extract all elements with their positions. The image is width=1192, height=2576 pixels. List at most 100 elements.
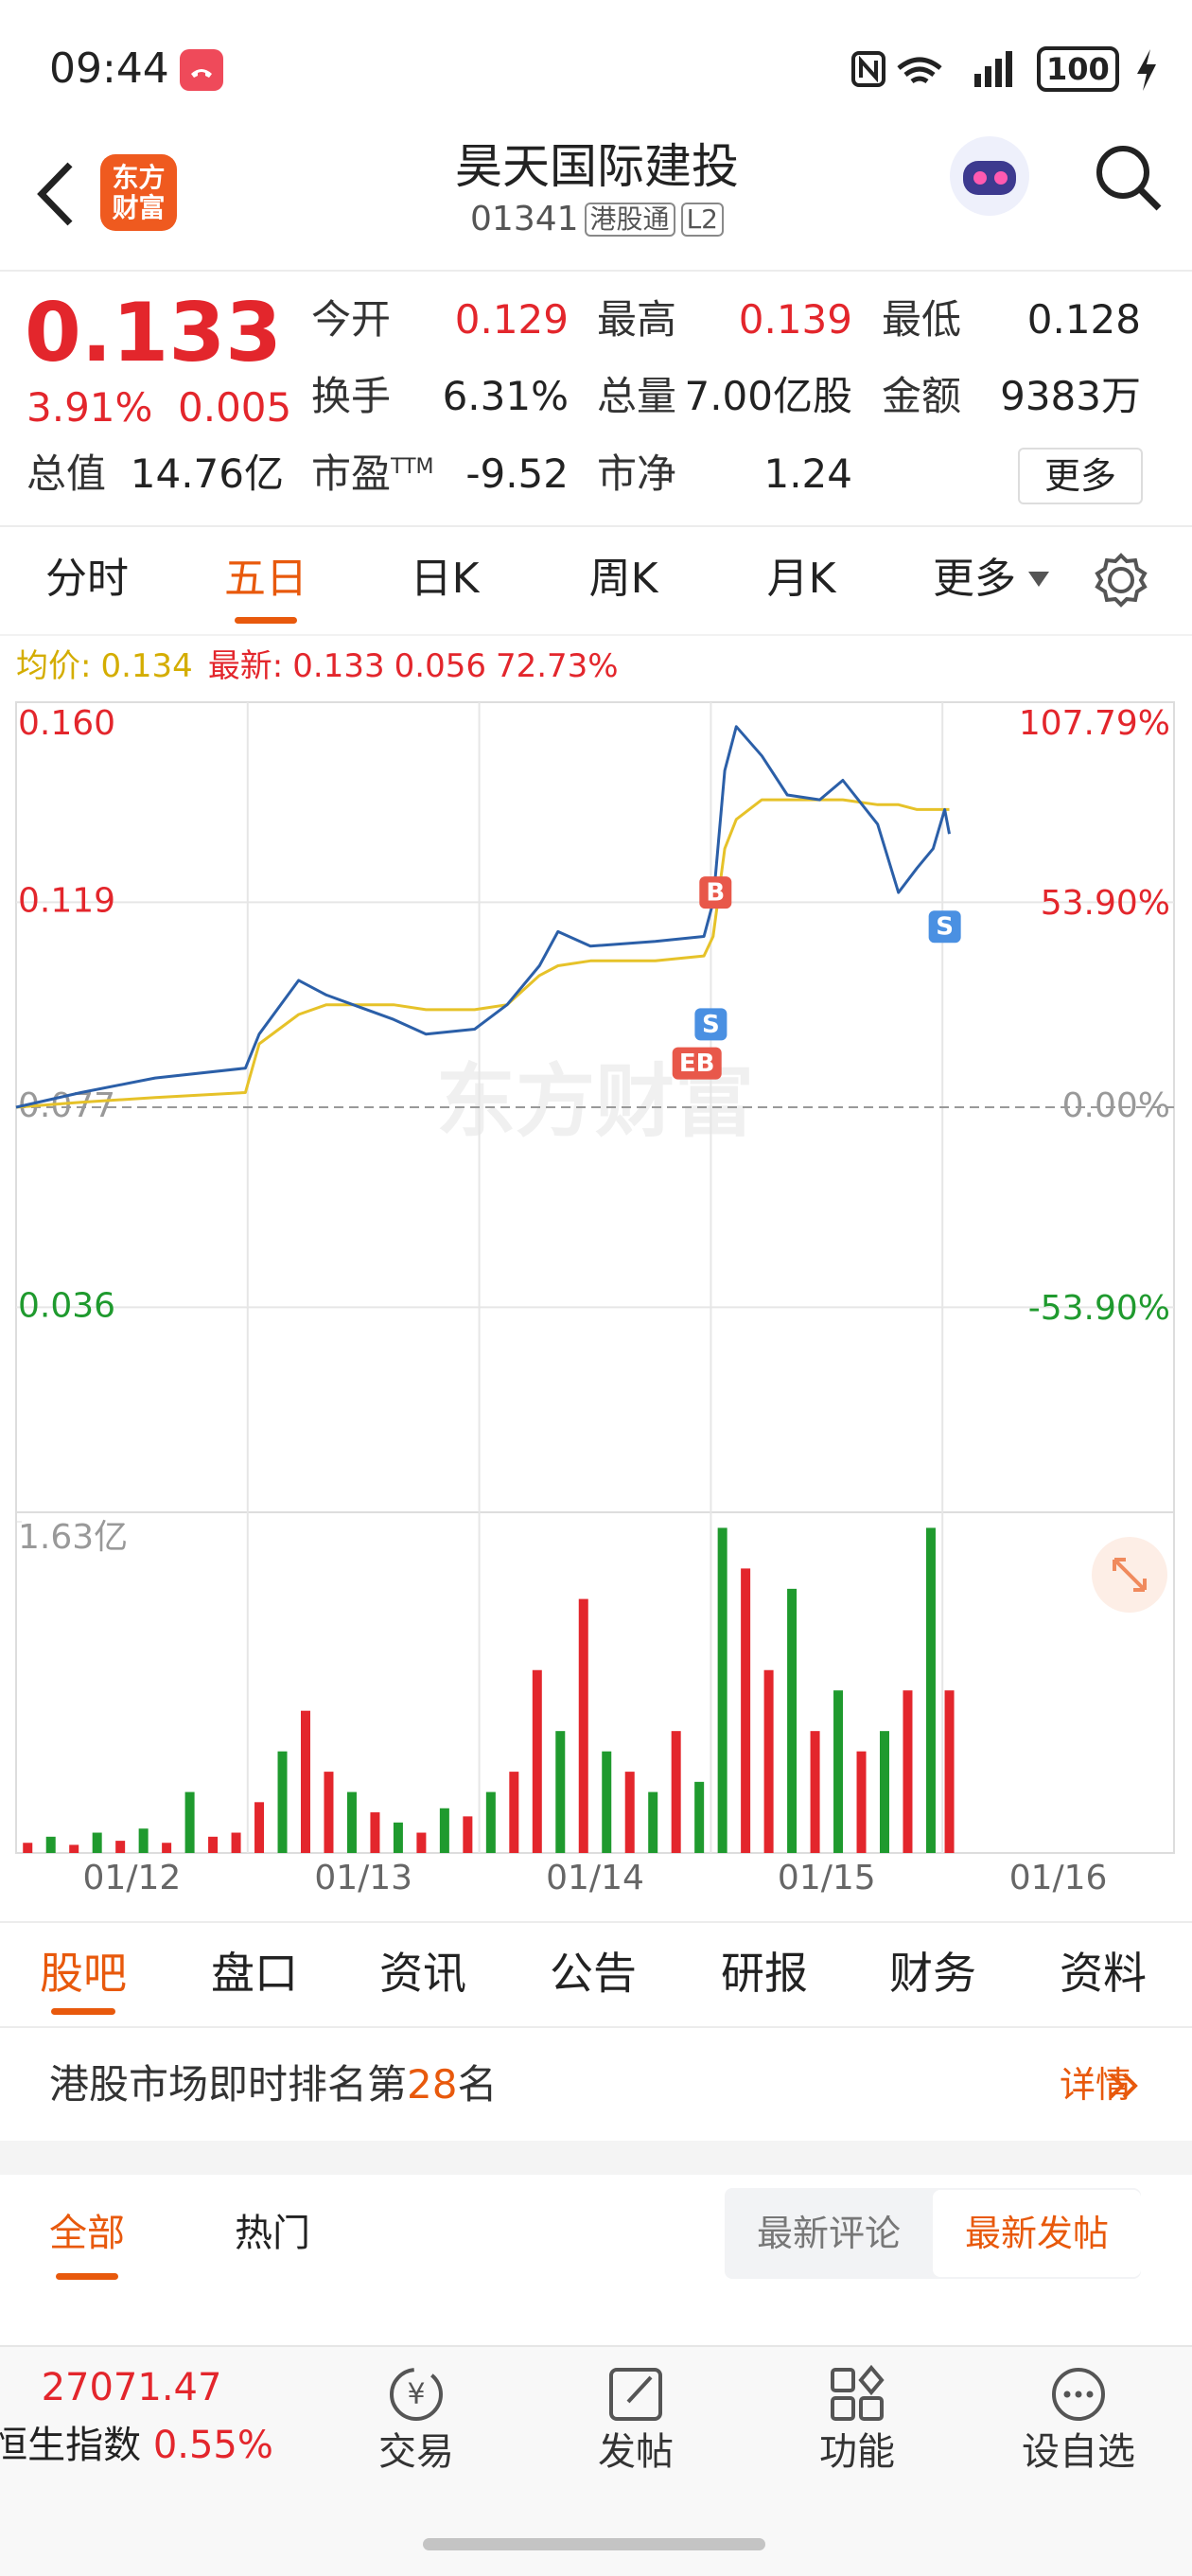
ranking-prefix: 港股市场即时排名第 bbox=[49, 2061, 408, 2108]
index-row[interactable]: 恒生指数 0.55% bbox=[0, 2426, 273, 2464]
nav-item[interactable]: 发帖 bbox=[598, 2430, 674, 2474]
ranking-suffix: 名 bbox=[457, 2061, 498, 2108]
nav-item[interactable]: 功能 bbox=[819, 2430, 895, 2474]
status-time: 09:44 bbox=[49, 44, 169, 93]
trade-marker bbox=[928, 910, 961, 944]
tab[interactable]: 热门 bbox=[235, 2212, 310, 2255]
sort-option[interactable]: 最新评论 bbox=[756, 2213, 902, 2254]
change: 0.005 bbox=[178, 384, 292, 431]
latest-change-pct: 72.73% bbox=[495, 647, 619, 685]
expand-button[interactable] bbox=[1092, 1537, 1167, 1613]
sort-option[interactable]: 最新发帖 bbox=[964, 2213, 1110, 2254]
volume-bar bbox=[162, 1843, 172, 1853]
tab[interactable]: 月K bbox=[766, 555, 836, 603]
trade-marker bbox=[672, 1047, 722, 1080]
stat-value: 0.139 bbox=[738, 296, 852, 343]
tab-underline bbox=[51, 2008, 115, 2015]
tab[interactable]: 周K bbox=[588, 555, 658, 603]
avg-label: 均价: bbox=[16, 647, 92, 685]
volume-bar bbox=[485, 1791, 496, 1853]
tab[interactable]: 全部 bbox=[49, 2212, 125, 2255]
tab[interactable]: 分时 bbox=[45, 555, 129, 603]
search-button[interactable] bbox=[1093, 142, 1165, 214]
spacer bbox=[0, 2141, 1192, 2175]
divider bbox=[0, 1921, 1192, 1923]
index-value[interactable]: 27071.47 bbox=[41, 2366, 222, 2409]
x-tick-label: 01/12 bbox=[83, 1859, 182, 1897]
x-tick-label: 01/14 bbox=[546, 1859, 644, 1897]
y-tick-label: 0.119 bbox=[18, 881, 115, 920]
volume-bar bbox=[208, 1836, 219, 1853]
index-change: 0.55% bbox=[152, 2424, 273, 2467]
nav-item[interactable]: 设自选 bbox=[1022, 2430, 1135, 2474]
x-tick-label: 01/16 bbox=[1009, 1859, 1108, 1897]
tab[interactable]: 公告 bbox=[550, 1948, 637, 1999]
tab[interactable]: 财务 bbox=[889, 1948, 976, 1999]
assistant-avatar[interactable] bbox=[946, 132, 1033, 220]
latest-change: 0.056 bbox=[394, 647, 486, 685]
tag: 港股通 bbox=[584, 203, 675, 237]
logo-text: 东方 bbox=[112, 161, 166, 193]
volume-bar bbox=[787, 1588, 798, 1853]
stat-label: 总值 bbox=[26, 450, 107, 497]
volume-tick-label: 1.63亿 bbox=[18, 1518, 128, 1557]
tab[interactable]: 五日 bbox=[224, 555, 307, 603]
volume-bar bbox=[555, 1731, 566, 1853]
volume-bar bbox=[370, 1812, 380, 1853]
stat-label: 换手 bbox=[311, 373, 392, 419]
trade-marker bbox=[694, 1008, 727, 1041]
volume-bar bbox=[509, 1772, 519, 1853]
volume-bar bbox=[532, 1669, 542, 1853]
volume-bar bbox=[671, 1731, 681, 1853]
stat-label: 总量 bbox=[597, 373, 677, 419]
volume-bar bbox=[578, 1598, 588, 1853]
back-button[interactable] bbox=[34, 161, 76, 227]
tab[interactable]: 更多 bbox=[933, 555, 1016, 603]
volume-bar bbox=[880, 1731, 889, 1853]
trade-marker-label: S bbox=[936, 913, 954, 942]
stock-name: 昊天国际建投 bbox=[455, 139, 739, 194]
volume-bar bbox=[69, 1844, 79, 1853]
home-indicator bbox=[423, 2538, 765, 2550]
tab[interactable]: 资讯 bbox=[379, 1948, 466, 1999]
volume-bar bbox=[763, 1669, 774, 1853]
trade-marker-label: B bbox=[706, 879, 725, 908]
nav-item[interactable]: 交易 bbox=[378, 2430, 454, 2474]
ranking: 港股市场即时排名第28名 bbox=[49, 2065, 497, 2105]
volume-bar bbox=[346, 1791, 357, 1853]
y-tick-label: 0.036 bbox=[18, 1286, 115, 1325]
price-line bbox=[15, 725, 951, 1109]
settings-button[interactable] bbox=[1094, 553, 1148, 608]
volume-bar bbox=[856, 1751, 867, 1853]
volume-bar bbox=[416, 1832, 427, 1853]
function-icon bbox=[831, 2364, 885, 2421]
volume-bar bbox=[45, 1836, 56, 1853]
tab[interactable]: 资料 bbox=[1060, 1948, 1147, 1999]
x-tick-label: 01/15 bbox=[778, 1859, 876, 1897]
dropdown-arrow bbox=[1028, 572, 1049, 587]
tab[interactable]: 研报 bbox=[721, 1948, 808, 1999]
five-day-chart: 东方财富0.1600.1190.0770.036107.79%53.90%0.0… bbox=[15, 701, 1175, 1897]
charging-icon bbox=[1137, 49, 1156, 91]
x-tick-label: 01/13 bbox=[314, 1859, 412, 1897]
volume-bar bbox=[301, 1710, 310, 1853]
stat-value: 9383万 bbox=[1000, 373, 1141, 419]
y2-tick-label: 107.79% bbox=[1019, 704, 1170, 743]
stat-label: 最高 bbox=[597, 296, 677, 343]
stat-value: 7.00亿股 bbox=[684, 373, 852, 419]
tab[interactable]: 日K bbox=[410, 555, 480, 603]
volume-bar bbox=[184, 1791, 195, 1853]
volume-bar bbox=[463, 1816, 473, 1853]
chevrons bbox=[1109, 2073, 1138, 2099]
stat-value: 0.129 bbox=[454, 296, 569, 343]
expand-arrows bbox=[1113, 1558, 1147, 1592]
stat-label: 市盈TTM bbox=[311, 450, 434, 497]
y2-tick-label: 0.00% bbox=[1062, 1086, 1170, 1125]
more-button[interactable]: 更多 bbox=[1018, 448, 1143, 504]
avg-value: 0.134 bbox=[100, 647, 193, 685]
tag: L2 bbox=[680, 203, 724, 237]
price-line bbox=[15, 798, 950, 1109]
tab[interactable]: 盘口 bbox=[211, 1948, 298, 1999]
svg-text:¥: ¥ bbox=[407, 2378, 425, 2411]
tab[interactable]: 股吧 bbox=[40, 1948, 127, 1999]
